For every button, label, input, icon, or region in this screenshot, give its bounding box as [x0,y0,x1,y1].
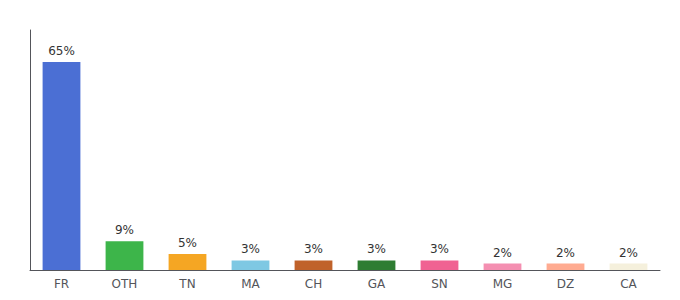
svg-text:MG: MG [493,277,513,291]
svg-text:2%: 2% [493,246,512,260]
svg-text:2%: 2% [619,246,638,260]
svg-text:3%: 3% [241,242,260,256]
svg-text:DZ: DZ [557,277,574,291]
svg-text:9%: 9% [115,223,134,237]
svg-text:3%: 3% [367,242,386,256]
svg-text:FR: FR [54,277,69,291]
svg-text:CA: CA [620,277,637,291]
svg-text:OTH: OTH [112,277,138,291]
svg-text:GA: GA [368,277,386,291]
svg-text:3%: 3% [304,242,323,256]
svg-text:CH: CH [305,277,322,291]
svg-text:65%: 65% [48,44,75,58]
svg-text:SN: SN [431,277,448,291]
svg-text:5%: 5% [178,236,197,250]
svg-text:3%: 3% [430,242,449,256]
svg-text:MA: MA [241,277,260,291]
svg-text:TN: TN [178,277,195,291]
svg-text:2%: 2% [556,246,575,260]
